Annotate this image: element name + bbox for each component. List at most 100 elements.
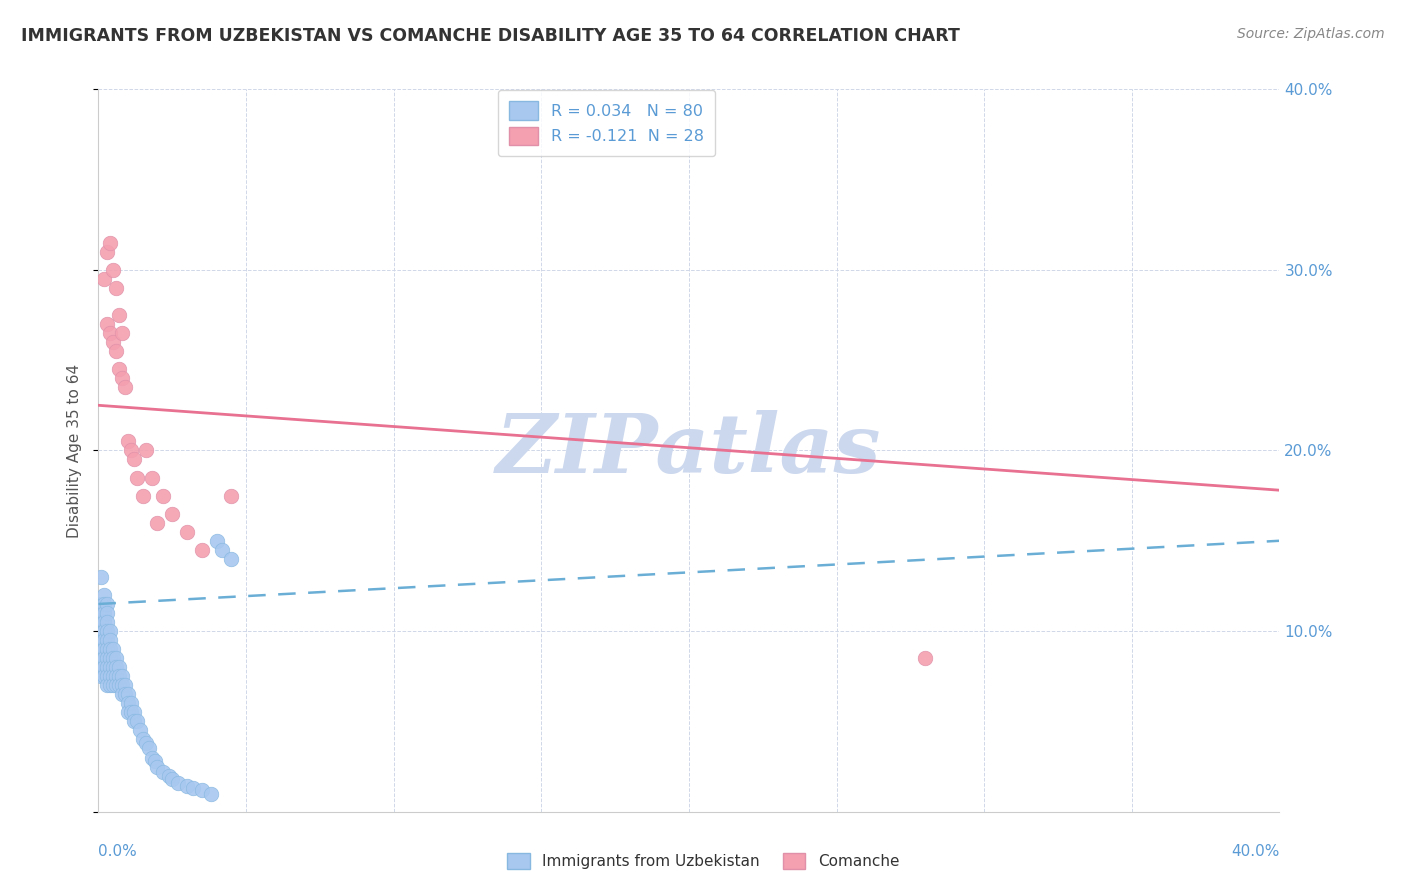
Point xyxy=(176,780,198,794)
Point xyxy=(90,624,112,639)
Point xyxy=(90,633,112,648)
Point xyxy=(103,642,125,657)
Point xyxy=(117,706,139,720)
Legend: Immigrants from Uzbekistan, Comanche: Immigrants from Uzbekistan, Comanche xyxy=(501,847,905,875)
Point xyxy=(152,489,174,503)
Point xyxy=(98,651,121,665)
Point xyxy=(103,651,125,665)
Point xyxy=(98,678,121,692)
Point xyxy=(105,660,128,674)
Point xyxy=(117,697,139,711)
Point xyxy=(135,443,157,458)
Point xyxy=(105,651,128,665)
Point xyxy=(111,687,134,701)
Point xyxy=(90,669,112,683)
Point xyxy=(103,334,125,349)
Point xyxy=(105,344,128,359)
Point xyxy=(167,776,190,790)
Point xyxy=(108,669,131,683)
Point xyxy=(122,706,145,720)
Point xyxy=(90,651,112,665)
Point xyxy=(96,317,118,331)
Text: ZIPatlas: ZIPatlas xyxy=(496,410,882,491)
Point xyxy=(211,542,233,557)
Point xyxy=(205,533,228,548)
Point xyxy=(93,272,115,286)
Point xyxy=(90,606,112,620)
Text: Source: ZipAtlas.com: Source: ZipAtlas.com xyxy=(1237,27,1385,41)
Point xyxy=(96,606,118,620)
Point xyxy=(98,642,121,657)
Y-axis label: Disability Age 35 to 64: Disability Age 35 to 64 xyxy=(67,363,83,538)
Point xyxy=(103,660,125,674)
Point xyxy=(96,678,118,692)
Point xyxy=(120,697,142,711)
Text: IMMIGRANTS FROM UZBEKISTAN VS COMANCHE DISABILITY AGE 35 TO 64 CORRELATION CHART: IMMIGRANTS FROM UZBEKISTAN VS COMANCHE D… xyxy=(21,27,960,45)
Point xyxy=(122,714,145,729)
Point xyxy=(146,516,169,530)
Point xyxy=(143,754,166,768)
Point xyxy=(96,642,118,657)
Point xyxy=(162,772,183,787)
Point xyxy=(96,633,118,648)
Point xyxy=(111,371,134,385)
Text: 40.0%: 40.0% xyxy=(1232,844,1279,859)
Point xyxy=(108,678,131,692)
Point xyxy=(157,769,180,783)
Point xyxy=(98,235,121,250)
Point xyxy=(122,452,145,467)
Point xyxy=(132,489,155,503)
Point xyxy=(98,326,121,340)
Point xyxy=(128,723,150,738)
Point xyxy=(90,615,112,629)
Point xyxy=(93,615,115,629)
Point xyxy=(90,660,112,674)
Point xyxy=(221,489,243,503)
Point xyxy=(152,764,174,779)
Point xyxy=(138,741,160,756)
Point xyxy=(111,678,134,692)
Point xyxy=(98,624,121,639)
Legend: R = 0.034   N = 80, R = -0.121  N = 28: R = 0.034 N = 80, R = -0.121 N = 28 xyxy=(498,90,714,156)
Point xyxy=(93,669,115,683)
Point xyxy=(117,687,139,701)
Point xyxy=(181,781,204,796)
Point xyxy=(114,678,136,692)
Point xyxy=(125,714,148,729)
Point xyxy=(117,434,139,449)
Point xyxy=(96,651,118,665)
Point xyxy=(120,443,142,458)
Point xyxy=(108,660,131,674)
Point xyxy=(105,281,128,295)
Point xyxy=(200,787,222,801)
Point xyxy=(191,783,214,797)
Point xyxy=(96,597,118,611)
Point xyxy=(114,380,136,394)
Point xyxy=(132,732,155,747)
Point xyxy=(90,597,112,611)
Point xyxy=(120,706,142,720)
Point xyxy=(108,308,131,322)
Point xyxy=(162,507,183,521)
Point xyxy=(93,597,115,611)
Point xyxy=(914,651,936,665)
Point xyxy=(111,669,134,683)
Point xyxy=(111,326,134,340)
Point xyxy=(141,750,163,764)
Point xyxy=(93,642,115,657)
Point xyxy=(98,669,121,683)
Point xyxy=(191,542,214,557)
Point xyxy=(98,633,121,648)
Point xyxy=(125,470,148,484)
Point xyxy=(105,678,128,692)
Point xyxy=(96,669,118,683)
Point xyxy=(93,624,115,639)
Point xyxy=(93,606,115,620)
Point xyxy=(96,615,118,629)
Point xyxy=(103,263,125,277)
Point xyxy=(93,633,115,648)
Point xyxy=(114,687,136,701)
Point xyxy=(90,642,112,657)
Point xyxy=(96,624,118,639)
Point xyxy=(96,244,118,259)
